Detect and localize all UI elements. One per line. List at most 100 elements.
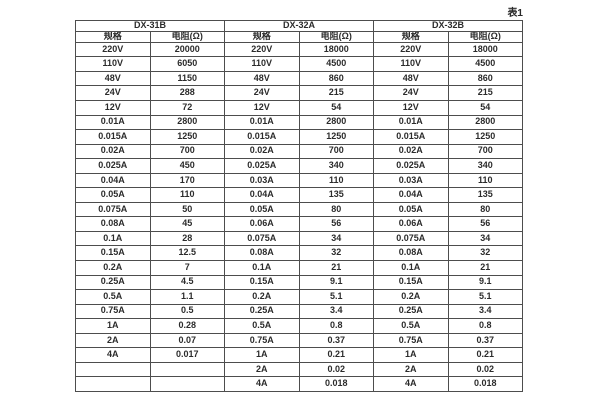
value-cell: 0.28	[149, 318, 225, 334]
value-cell: 0.018	[447, 376, 523, 392]
table-row: 0.025A 450 0.025A 340 0.025A 340	[75, 158, 523, 174]
value-cell: 0.05A	[373, 201, 449, 218]
value-cell: 0.02	[298, 361, 374, 378]
value-cell: 0.03A	[373, 172, 449, 189]
value-cell: 1A	[373, 347, 449, 363]
table-row: 2A 0.02 2A 0.02	[75, 361, 523, 378]
value-cell: 0.03A	[224, 172, 300, 189]
value-cell: 1.1	[149, 289, 225, 305]
value-cell: 6050	[149, 56, 225, 72]
group-header-dx31b: DX-31B	[75, 20, 225, 32]
value-cell: 0.01A	[75, 114, 151, 131]
value-cell: 220V	[224, 41, 300, 58]
value-cell: 0.08A	[373, 245, 449, 261]
value-cell: 220V	[75, 41, 151, 58]
value-cell: 0.1A	[373, 259, 449, 276]
value-cell: 0.5	[149, 303, 225, 320]
col-header-resistance-1: 电阻(Ω)	[149, 30, 225, 43]
spec-table: DX-31B DX-32A DX-32B 规格 电阻(Ω) 规格 电阻(Ω) 规…	[75, 20, 523, 392]
table-row: 24V 288 24V 215 24V 215	[75, 85, 523, 101]
value-cell: 0.025A	[373, 158, 449, 174]
value-cell: 48V	[224, 70, 300, 87]
value-cell: 5.1	[447, 289, 523, 305]
value-cell	[149, 361, 225, 378]
value-cell: 0.8	[447, 318, 523, 334]
value-cell: 170	[149, 172, 225, 189]
value-cell: 0.02A	[75, 143, 151, 160]
table-row: 0.075A 50 0.05A 80 0.05A 80	[75, 201, 523, 218]
col-header-spec-1: 规格	[75, 30, 151, 43]
value-cell: 2800	[298, 114, 374, 131]
table-row: 0.04A 170 0.03A 110 0.03A 110	[75, 172, 523, 189]
value-cell: 56	[447, 216, 523, 232]
value-cell: 3.4	[447, 303, 523, 320]
value-cell: 80	[298, 201, 374, 218]
value-cell: 0.02A	[373, 143, 449, 160]
table-row: 110V 6050 110V 4500 110V 4500	[75, 56, 523, 72]
value-cell: 0.02A	[224, 143, 300, 160]
value-cell: 0.37	[447, 332, 523, 349]
value-cell: 9.1	[447, 274, 523, 291]
value-cell: 0.2A	[373, 289, 449, 305]
value-cell: 0.04A	[373, 187, 449, 203]
value-cell: 110V	[224, 56, 300, 72]
value-cell: 2A	[373, 361, 449, 378]
value-cell: 0.25A	[75, 274, 151, 291]
value-cell: 215	[447, 85, 523, 101]
value-cell: 0.15A	[224, 274, 300, 291]
value-cell: 0.1A	[75, 230, 151, 247]
value-cell: 0.05A	[75, 187, 151, 203]
value-cell: 4.5	[149, 274, 225, 291]
table-row: 0.02A 700 0.02A 700 0.02A 700	[75, 143, 523, 160]
value-cell: 2800	[149, 114, 225, 131]
value-cell: 21	[298, 259, 374, 276]
value-cell: 450	[149, 158, 225, 174]
value-cell: 700	[298, 143, 374, 160]
value-cell: 1250	[298, 129, 374, 145]
value-cell: 0.75A	[224, 332, 300, 349]
value-cell: 860	[298, 70, 374, 87]
value-cell: 4500	[447, 56, 523, 72]
value-cell: 48V	[75, 70, 151, 87]
value-cell: 0.04A	[224, 187, 300, 203]
value-cell: 0.075A	[224, 230, 300, 247]
value-cell: 2A	[224, 361, 300, 378]
value-cell: 3.4	[298, 303, 374, 320]
value-cell: 340	[298, 158, 374, 174]
table-row: 48V 1150 48V 860 48V 860	[75, 70, 523, 87]
value-cell: 0.018	[298, 376, 374, 392]
table-row: 0.2A 7 0.1A 21 0.1A 21	[75, 259, 523, 276]
value-cell: 0.01A	[224, 114, 300, 131]
table-row: 4A 0.018 4A 0.018	[75, 376, 523, 392]
value-cell: 9.1	[298, 274, 374, 291]
value-cell: 1150	[149, 70, 225, 87]
value-cell: 45	[149, 216, 225, 232]
value-cell	[75, 361, 151, 378]
value-cell: 2A	[75, 332, 151, 349]
value-cell: 56	[298, 216, 374, 232]
group-header-dx32a: DX-32A	[224, 20, 374, 32]
table-row: 0.08A 45 0.06A 56 0.06A 56	[75, 216, 523, 232]
value-cell: 0.2A	[75, 259, 151, 276]
table-row: 0.05A 110 0.04A 135 0.04A 135	[75, 187, 523, 203]
table-row: 0.01A 2800 0.01A 2800 0.01A 2800	[75, 114, 523, 131]
value-cell: 0.075A	[373, 230, 449, 247]
value-cell: 110	[447, 172, 523, 189]
value-cell: 0.5A	[224, 318, 300, 334]
value-cell: 12V	[75, 99, 151, 116]
group-header-row: DX-31B DX-32A DX-32B	[75, 20, 523, 32]
value-cell: 0.06A	[373, 216, 449, 232]
value-cell: 0.07	[149, 332, 225, 349]
value-cell: 0.017	[149, 347, 225, 363]
value-cell: 0.015A	[75, 129, 151, 145]
value-cell: 48V	[373, 70, 449, 87]
value-cell: 0.02	[447, 361, 523, 378]
value-cell: 1250	[447, 129, 523, 145]
value-cell: 4A	[224, 376, 300, 392]
table-row: 0.15A 12.5 0.08A 32 0.08A 32	[75, 245, 523, 261]
value-cell: 21	[447, 259, 523, 276]
value-cell: 28	[149, 230, 225, 247]
value-cell: 50	[149, 201, 225, 218]
value-cell: 110V	[373, 56, 449, 72]
group-header-dx32b: DX-32B	[373, 20, 523, 32]
